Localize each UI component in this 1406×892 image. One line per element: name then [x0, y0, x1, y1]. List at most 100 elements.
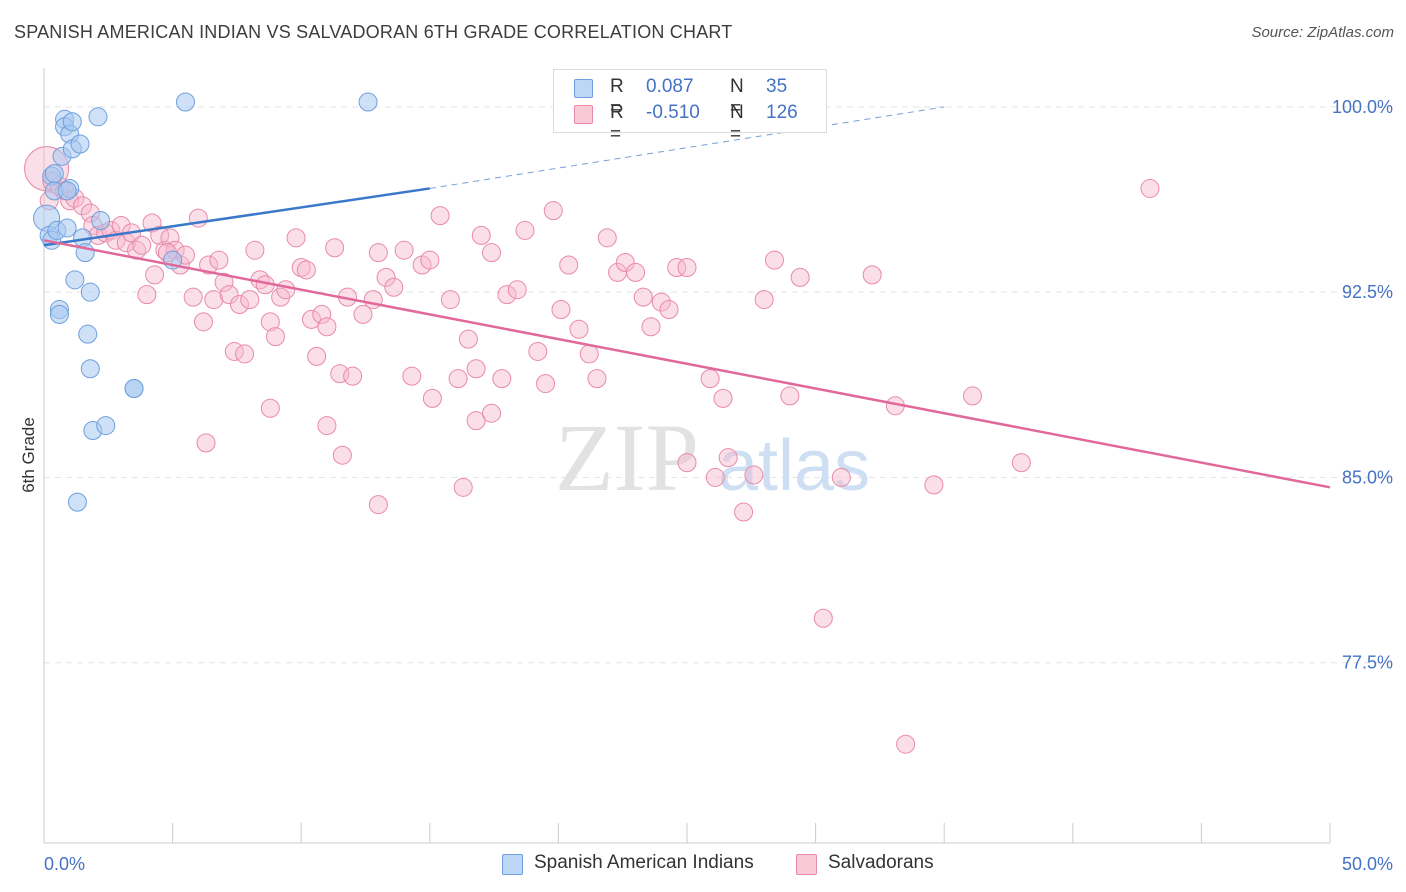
- salvadorans-point: [713, 388, 733, 408]
- salvadorans-point: [196, 433, 216, 453]
- salvadorans-point: [332, 445, 352, 465]
- salvadorans-point: [677, 453, 697, 473]
- salvadorans-point: [317, 317, 337, 337]
- spanish-american-indians-point: [78, 324, 98, 344]
- spanish-american-indians-point: [67, 492, 87, 512]
- salvadorans-point: [831, 467, 851, 487]
- spanish-american-indians-point: [91, 211, 111, 231]
- salvadorans-point: [492, 369, 512, 389]
- salvadorans-point: [924, 475, 944, 495]
- spanish-american-indians-point: [70, 134, 90, 154]
- salvadorans-point: [744, 465, 764, 485]
- salvadorans-point: [376, 267, 396, 287]
- salvadorans-point: [245, 240, 265, 260]
- salvadorans-point: [515, 220, 535, 240]
- salvadorans-point: [448, 369, 468, 389]
- salvadorans-point: [219, 285, 239, 305]
- salvadorans-point: [291, 257, 311, 277]
- salvadorans-point: [718, 448, 738, 468]
- salvadorans-point: [204, 290, 224, 310]
- salvadorans-point: [453, 477, 473, 497]
- n-value: 35: [766, 76, 788, 97]
- salvadorans-point: [551, 299, 571, 319]
- salvadorans-point: [307, 346, 327, 366]
- spanish-american-indians-point: [124, 379, 144, 399]
- trend-lines: [43, 106, 1331, 489]
- salvadorans-point: [296, 260, 316, 280]
- watermark-atlas: atlas: [718, 426, 870, 506]
- salvadorans-point: [790, 267, 810, 287]
- grid-lines: [44, 106, 1396, 664]
- salvadorans-point: [659, 299, 679, 319]
- salvadorans-point: [265, 327, 285, 347]
- legend-swatch-pink: [574, 105, 593, 124]
- salvadorans-point: [368, 243, 388, 263]
- salvadorans-point: [813, 608, 833, 628]
- watermark-zip: ZIP: [555, 404, 699, 511]
- salvadorans-point: [193, 312, 213, 332]
- salvadorans-point: [458, 329, 478, 349]
- salvadorans-point: [780, 386, 800, 406]
- salvadorans-point: [286, 228, 306, 248]
- source-note: Source: ZipAtlas.com: [1251, 24, 1394, 41]
- axes: [43, 68, 1331, 844]
- salvadorans-point: [402, 366, 422, 386]
- spanish-american-indians-point: [96, 416, 116, 436]
- salvadorans-point: [677, 257, 697, 277]
- x-tick-label: 50.0%: [1342, 854, 1393, 874]
- salvadorans-point: [312, 304, 332, 324]
- salvadorans-point: [317, 416, 337, 436]
- salvadorans-point: [862, 265, 882, 285]
- salvadorans-point: [1140, 178, 1160, 198]
- salvadorans-point: [384, 277, 404, 297]
- salvadorans-point: [276, 280, 296, 300]
- n-label: N =: [730, 102, 744, 145]
- legend-label: Salvadorans: [828, 852, 934, 873]
- spanish-american-indians-point: [57, 181, 77, 201]
- spanish-american-indians-point: [57, 218, 77, 238]
- y-tick-label: 92.5%: [1342, 282, 1393, 302]
- y-axis-label: 6th Grade: [19, 417, 38, 493]
- salvadorans-point: [667, 257, 687, 277]
- spanish-american-indians-points: [33, 92, 378, 512]
- salvadorans-point: [587, 369, 607, 389]
- spanish-american-indians-point: [49, 304, 69, 324]
- spanish-american-indians-point: [44, 164, 64, 184]
- salvadorans-point: [641, 317, 661, 337]
- y-tick-label: 100.0%: [1332, 97, 1393, 117]
- salvadorans-points: [24, 146, 1160, 754]
- salvadorans-point: [633, 287, 653, 307]
- salvadorans-point: [962, 386, 982, 406]
- y-tick-label: 77.5%: [1342, 653, 1393, 673]
- salvadorans-point: [137, 285, 157, 305]
- spanish-american-indians-point: [65, 270, 85, 290]
- legend-swatch-blue: [502, 854, 523, 875]
- salvadorans-point: [497, 285, 517, 305]
- salvadorans-point: [482, 243, 502, 263]
- spanish-american-indians-point: [358, 92, 378, 112]
- y-tick-label: 85.0%: [1342, 467, 1393, 487]
- salvadorans-point: [235, 344, 255, 364]
- salvadorans-point: [734, 502, 754, 522]
- salvadorans-point: [430, 206, 450, 226]
- salvadorans-point: [705, 467, 725, 487]
- salvadorans-point: [597, 228, 617, 248]
- salvadorans-point: [1011, 453, 1031, 473]
- salvadorans-point: [160, 228, 180, 248]
- salvadorans-point: [240, 290, 260, 310]
- spanish-american-indians-point: [88, 107, 108, 127]
- tick-labels: 77.5% 85.0% 92.5% 100.0% 0.0% 50.0%: [44, 97, 1393, 874]
- legend-swatch-blue: [574, 79, 593, 98]
- salvadorans-point: [543, 201, 563, 221]
- salvadorans-point: [260, 312, 280, 332]
- salvadorans-point: [700, 369, 720, 389]
- salvadorans-point: [466, 359, 486, 379]
- salvadorans-point: [896, 734, 916, 754]
- chart-title: SPANISH AMERICAN INDIAN VS SALVADORAN 6T…: [14, 22, 733, 42]
- stats-legend: R = 0.087 N = 35 R = -0.510 N = 126: [553, 69, 827, 145]
- salvadorans-point: [482, 403, 502, 423]
- spanish-american-indians-point: [80, 282, 100, 302]
- x-tick-label: 0.0%: [44, 854, 85, 874]
- salvadorans-point: [353, 304, 373, 324]
